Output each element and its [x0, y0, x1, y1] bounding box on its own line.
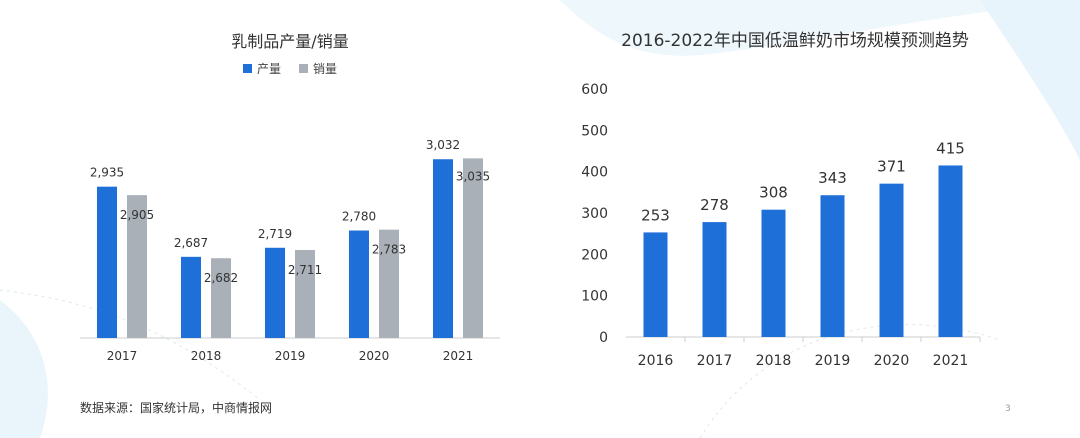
data-label-market-2017: 278	[700, 196, 729, 214]
data-label-market-2021: 415	[936, 139, 965, 157]
data-source-note: 数据来源：国家统计局，中商情报网	[80, 401, 273, 415]
data-label-production-2017: 2,935	[90, 166, 124, 180]
y-tick-label-400: 400	[581, 165, 608, 181]
market-size-chart-panel: 2016-2022年中国低温鲜奶市场规模预测趋势 0 100 200 300 400 50…	[560, 20, 1030, 390]
production-sales-chart-panel: 乳制品产量/销量 产量 销量 2,935 2,905 2017 2,687 2,682 2…	[60, 20, 520, 390]
bar-market-2020	[879, 183, 904, 337]
right-chart-title: 2016-2022年中国低温鲜奶市场规模预测趋势	[621, 31, 969, 51]
left-chart-legend: 产量 销量	[60, 60, 520, 77]
x-tick-label-2018: 2018	[756, 353, 792, 369]
bar-market-2016	[643, 232, 668, 337]
legend-swatch-production	[242, 64, 252, 73]
bar-market-2018	[761, 209, 786, 337]
x-tick-label-2021: 2021	[933, 353, 969, 369]
data-label-sales-2017: 2,905	[120, 208, 154, 222]
x-tick-label-2018: 2018	[191, 349, 222, 363]
bar-production-2017	[97, 186, 117, 338]
y-tick-label-100: 100	[581, 289, 608, 305]
x-tick-label-2017: 2017	[107, 349, 138, 363]
top-right-wave	[560, 0, 1080, 56]
bar-market-2017	[702, 222, 727, 337]
data-label-sales-2019: 2,711	[288, 263, 322, 277]
bar-market-2021	[938, 165, 963, 337]
right-wave	[980, 0, 1080, 160]
legend-label-sales: 销量	[313, 62, 338, 76]
bar-production-2019	[265, 247, 285, 338]
data-label-production-2018: 2,687	[174, 236, 208, 250]
data-label-market-2019: 343	[818, 169, 847, 187]
legend-item-sales: 销量	[299, 60, 337, 77]
data-label-production-2021: 3,032	[426, 138, 460, 152]
left-chart-title: 乳制品产量/销量	[231, 32, 349, 51]
x-tick-label-2021: 2021	[443, 349, 474, 363]
data-label-market-2016: 253	[641, 206, 670, 224]
x-tick-label-2016: 2016	[638, 353, 674, 369]
y-tick-label-200: 200	[581, 247, 608, 263]
legend-label-production: 产量	[256, 62, 281, 76]
x-tick-label-2020: 2020	[874, 353, 910, 369]
x-tick-label-2019: 2019	[815, 353, 851, 369]
y-tick-label-300: 300	[581, 206, 608, 222]
data-label-market-2018: 308	[759, 184, 788, 202]
y-tick-label-0: 0	[599, 330, 608, 346]
data-label-production-2019: 2,719	[258, 227, 292, 241]
bar-sales-2018	[211, 258, 231, 338]
bar-market-2019	[820, 195, 845, 337]
data-label-sales-2021: 3,035	[456, 169, 490, 183]
legend-swatch-sales	[299, 64, 308, 73]
production-sales-bar-chart: 2,935 2,905 2017 2,687 2,682 2018 2,719 2,711 20…	[80, 138, 500, 363]
y-tick-label-500: 500	[581, 123, 608, 139]
x-tick-label-2019: 2019	[275, 349, 306, 363]
bar-sales-2021	[463, 158, 483, 338]
y-tick-label-600: 600	[581, 82, 608, 98]
data-label-production-2020: 2,780	[342, 210, 376, 224]
left-arc-dashed	[0, 289, 261, 401]
bar-sales-2020	[379, 229, 399, 338]
x-tick-label-2020: 2020	[359, 349, 390, 363]
market-size-bar-chart: 0 100 200 300 400 500 600 253 2016 278 2017 308 2018…	[581, 82, 981, 369]
bar-production-2018	[181, 256, 201, 338]
data-label-market-2020: 371	[877, 158, 906, 176]
data-label-sales-2020: 2,783	[372, 243, 406, 257]
bottom-left-blob	[0, 300, 48, 438]
bar-sales-2017	[127, 195, 147, 338]
legend-item-production: 产量	[242, 60, 281, 77]
bar-sales-2019	[295, 250, 315, 338]
page-number: 3	[1005, 404, 1011, 414]
bar-production-2021	[433, 159, 453, 338]
data-label-sales-2018: 2,682	[204, 271, 238, 285]
x-tick-label-2017: 2017	[697, 353, 733, 369]
bar-production-2020	[349, 230, 369, 338]
